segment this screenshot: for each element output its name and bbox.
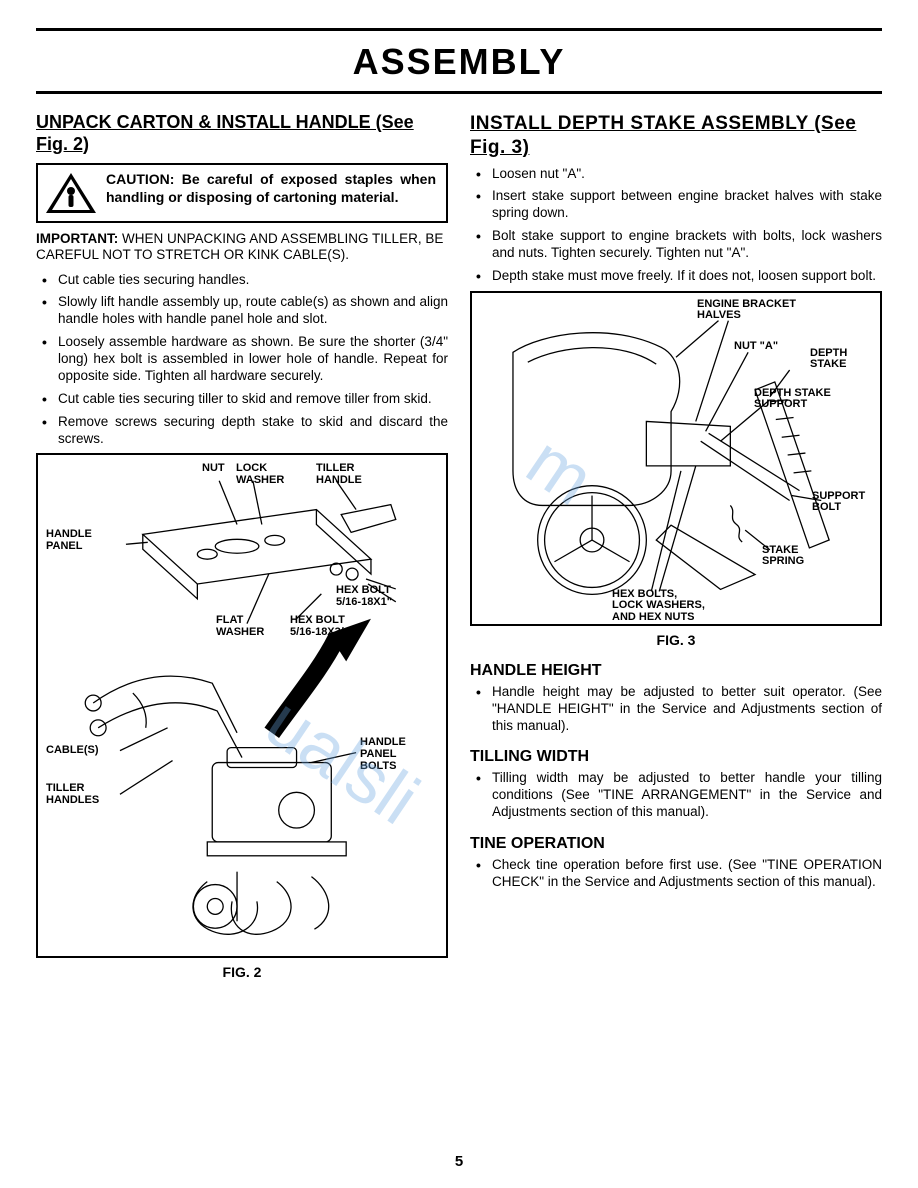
warning-triangle-icon xyxy=(44,171,98,217)
fig2-label-hex-bolt-1: HEX BOLT 5/16-18X1" xyxy=(336,585,392,608)
important-note: IMPORTANT: WHEN UNPACKING AND ASSEMBLING… xyxy=(36,231,448,263)
fig3-caption: FIG. 3 xyxy=(470,632,882,648)
fig2-label-tiller-handle: TILLER HANDLE xyxy=(316,463,362,486)
columns: UNPACK CARTON & INSTALL HANDLE (See Fig.… xyxy=(36,112,882,980)
figure-3: ENGINE BRACKET HALVES NUT "A" DEPTH STAK… xyxy=(470,291,882,626)
page-title-bar: ASSEMBLY xyxy=(36,35,882,91)
top-rule xyxy=(36,28,882,31)
left-bullets: Cut cable ties securing handles. Slowly … xyxy=(36,272,448,448)
left-column: UNPACK CARTON & INSTALL HANDLE (See Fig.… xyxy=(36,112,448,980)
page-title: ASSEMBLY xyxy=(36,41,882,83)
left-bullet: Remove screws securing depth stake to sk… xyxy=(36,414,448,448)
left-bullet: Cut cable ties securing tiller to skid a… xyxy=(36,391,448,408)
page-number: 5 xyxy=(0,1153,918,1170)
fig2-label-lock-washer: LOCK WASHER xyxy=(236,463,284,486)
tilling-width-bullets: Tilling width may be adjusted to better … xyxy=(470,770,882,821)
fig2-label-handle-panel: HANDLE PANEL xyxy=(46,529,92,552)
handle-height-bullet: Handle height may be adjusted to better … xyxy=(470,684,882,735)
left-heading: UNPACK CARTON & INSTALL HANDLE (See Fig.… xyxy=(36,112,448,155)
handle-height-head: HANDLE HEIGHT xyxy=(470,662,882,680)
fig3-label-depth-stake: DEPTH STAKE xyxy=(810,348,847,371)
tilling-width-head: TILLING WIDTH xyxy=(470,748,882,766)
fig3-label-stake-spring: STAKE SPRING xyxy=(762,545,804,568)
handle-height-bullets: Handle height may be adjusted to better … xyxy=(470,684,882,735)
figure-2-drawing xyxy=(38,455,446,956)
right-bullet: Loosen nut "A". xyxy=(470,166,882,183)
tine-op-bullet: Check tine operation before first use. (… xyxy=(470,857,882,891)
fig2-label-handle-panel-bolts: HANDLE PANEL BOLTS xyxy=(360,737,406,772)
left-bullet: Cut cable ties securing handles. xyxy=(36,272,448,289)
tine-op-head: TINE OPERATION xyxy=(470,835,882,853)
fig3-label-support-bolt: SUPPORT BOLT xyxy=(812,491,865,514)
fig2-caption: FIG. 2 xyxy=(36,964,448,980)
fig3-label-hex-bolts: HEX BOLTS, LOCK WASHERS, AND HEX NUTS xyxy=(612,589,705,624)
fig3-label-depth-stake-support: DEPTH STAKE SUPPORT xyxy=(754,388,831,411)
tine-op-bullets: Check tine operation before first use. (… xyxy=(470,857,882,891)
left-bullet: Loosely assemble hardware as shown. Be s… xyxy=(36,334,448,385)
right-bullets: Loosen nut "A". Insert stake support bet… xyxy=(470,166,882,285)
fig2-label-nut: NUT xyxy=(202,463,225,475)
caution-text: CAUTION: Be careful of exposed staples w… xyxy=(106,171,436,206)
important-label: IMPORTANT: xyxy=(36,231,118,246)
left-bullet: Slowly lift handle assembly up, route ca… xyxy=(36,294,448,328)
right-column: INSTALL DEPTH STAKE ASSEMBLY (See Fig. 3… xyxy=(470,112,882,980)
fig3-label-engine-bracket: ENGINE BRACKET HALVES xyxy=(697,299,796,322)
fig2-label-hex-bolt-34: HEX BOLT 5/16-18X3/4" xyxy=(290,615,355,638)
right-bullet: Depth stake must move freely. If it does… xyxy=(470,268,882,285)
fig2-label-flat-washer: FLAT WASHER xyxy=(216,615,264,638)
tilling-width-bullet: Tilling width may be adjusted to better … xyxy=(470,770,882,821)
figure-2: NUT LOCK WASHER TILLER HANDLE HANDLE PAN… xyxy=(36,453,448,958)
right-heading: INSTALL DEPTH STAKE ASSEMBLY (See Fig. 3… xyxy=(470,112,882,160)
under-rule xyxy=(36,91,882,94)
figure-3-drawing xyxy=(472,293,880,624)
fig2-label-cables: CABLE(S) xyxy=(46,745,99,757)
fig3-label-nut-a: NUT "A" xyxy=(734,341,778,353)
fig2-label-tiller-handles: TILLER HANDLES xyxy=(46,783,99,806)
caution-box: CAUTION: Be careful of exposed staples w… xyxy=(36,163,448,223)
right-bullet: Bolt stake support to engine brackets wi… xyxy=(470,228,882,262)
right-bullet: Insert stake support between engine brac… xyxy=(470,188,882,222)
